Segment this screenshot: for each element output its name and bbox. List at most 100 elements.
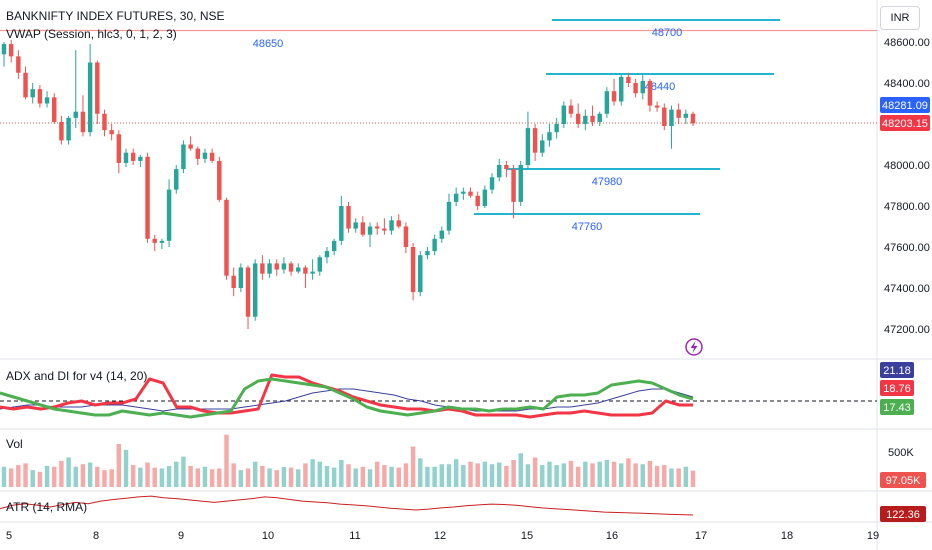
candle-body: [554, 124, 559, 133]
volume-bar: [339, 460, 344, 487]
volume-bar: [633, 463, 638, 487]
candle-body: [310, 271, 315, 274]
volume-bar: [511, 460, 516, 487]
candle-body: [224, 199, 229, 276]
volume-bar: [619, 463, 624, 487]
adx-value-label-bg: [880, 362, 914, 378]
volume-bar: [690, 470, 696, 487]
candle-body: [209, 152, 215, 161]
time-tick: 8: [93, 530, 99, 542]
adx-value-label: 18.76: [883, 383, 911, 395]
volume-pane-title[interactable]: Vol: [6, 437, 23, 451]
candle-body: [482, 189, 488, 206]
volume-bar: [37, 471, 43, 487]
volume-bar: [66, 457, 71, 487]
volume-bar: [224, 434, 229, 487]
volume-bar: [446, 464, 452, 487]
adx-pane-title[interactable]: ADX and DI for v4 (14, 20): [6, 369, 147, 383]
volume-bar: [188, 465, 193, 487]
volume-bar: [662, 465, 667, 487]
price-tick: 48600.00: [884, 37, 930, 49]
candle-body: [561, 105, 567, 124]
volume-bar: [30, 470, 35, 487]
candle-body: [511, 169, 516, 202]
candle-body: [389, 220, 394, 231]
adx-value-label-bg: [880, 380, 914, 396]
candle-body: [188, 144, 193, 149]
candle-body: [640, 80, 645, 94]
volume-bar: [647, 460, 653, 487]
volume-value-label: 97.05K: [886, 475, 922, 487]
volume-bar: [532, 457, 538, 487]
vwap-indicator-label[interactable]: VWAP (Session, hlc3, 0, 1, 2, 3): [6, 27, 177, 41]
candle-body: [217, 160, 222, 200]
candle-body: [260, 263, 265, 274]
candle-body: [382, 228, 387, 231]
adx-value-label: 21.18: [883, 365, 911, 377]
candle-body: [403, 226, 409, 247]
candle-body: [690, 113, 696, 124]
volume-bar: [174, 461, 179, 487]
candle-body: [245, 267, 251, 317]
volume-bar: [80, 464, 86, 487]
adx-line: [0, 388, 694, 412]
lightning-icon[interactable]: [685, 338, 703, 356]
price-tick: 48000.00: [884, 160, 930, 172]
volume-bar: [475, 463, 480, 487]
volume-bar: [518, 453, 523, 487]
candle-body: [59, 121, 64, 141]
atr-value-label-bg: [880, 506, 926, 522]
volume-bar: [654, 465, 660, 487]
volume-bar: [611, 461, 617, 487]
candle-body: [181, 144, 186, 170]
time-tick: 11: [349, 530, 360, 542]
candle-body: [317, 257, 323, 272]
volume-bar: [73, 466, 78, 487]
volume-bar: [396, 467, 401, 487]
volume-bar: [238, 470, 244, 487]
candle-body: [37, 89, 43, 104]
candle-body: [540, 140, 545, 153]
candle-body: [360, 222, 366, 235]
volume-bar: [554, 465, 559, 487]
volume-bar: [281, 467, 287, 487]
volume-bar: [1, 466, 7, 487]
volume-bar: [296, 469, 301, 487]
volume-axis-tick: 500K: [888, 447, 914, 459]
time-tick: 19: [867, 530, 879, 542]
time-tick: 16: [606, 530, 618, 542]
volume-bar: [145, 462, 150, 487]
level-label-48440: 48440: [645, 81, 676, 93]
volume-bar: [102, 470, 107, 487]
volume-bar: [439, 464, 445, 487]
volume-bar: [669, 468, 674, 487]
minus-di-line: [0, 373, 693, 419]
volume-bar: [252, 461, 258, 487]
candle-body: [152, 238, 157, 243]
candle-body: [439, 230, 445, 239]
candle-body: [583, 115, 588, 124]
volume-bar: [382, 465, 387, 487]
candle-body: [346, 206, 351, 229]
volume-bar: [59, 460, 64, 487]
candle-body: [518, 165, 523, 202]
volume-value-label-bg: [880, 472, 926, 488]
volume-bar: [496, 462, 502, 487]
candle-body: [8, 44, 14, 57]
volume-bar: [540, 465, 545, 487]
candle-body: [274, 263, 279, 270]
atr-value-label: 122.36: [886, 509, 920, 521]
currency-button[interactable]: INR: [880, 6, 920, 30]
candle-body: [504, 165, 509, 170]
volume-bar: [432, 466, 437, 487]
volume-bar: [604, 460, 610, 487]
candle-body: [547, 132, 552, 141]
price-label: 48203.15: [882, 118, 928, 130]
volume-bar: [360, 466, 366, 487]
candle-body: [339, 206, 344, 241]
candle-body: [410, 247, 416, 293]
volume-bar: [468, 461, 473, 487]
atr-pane-title[interactable]: ATR (14, RMA): [6, 500, 87, 514]
candle-body: [468, 191, 473, 196]
time-tick: 17: [695, 530, 707, 542]
